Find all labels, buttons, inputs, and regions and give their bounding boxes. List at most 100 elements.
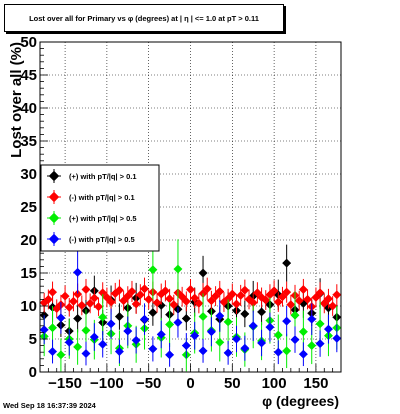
data-point [315, 319, 325, 329]
data-point [273, 297, 283, 307]
y-tick-label: 15 [20, 265, 37, 282]
data-point [277, 292, 288, 302]
data-point [311, 292, 321, 302]
data-point [56, 350, 66, 360]
data-point [173, 264, 183, 274]
data-point [236, 290, 246, 300]
x-axis-label: φ (degrees) [262, 393, 339, 409]
data-point [56, 313, 66, 323]
data-point [106, 319, 116, 329]
data-point [165, 350, 175, 360]
series-4 [39, 251, 342, 367]
data-point [135, 290, 145, 300]
data-point [181, 341, 191, 351]
data-point [89, 332, 99, 342]
data-point [39, 325, 49, 335]
data-point [198, 346, 208, 356]
y-tick-label: 40 [20, 100, 37, 117]
data-point [282, 316, 292, 326]
data-point [303, 294, 313, 304]
x-tick-label: 100 [262, 375, 287, 392]
data-point [114, 285, 124, 295]
data-point [215, 286, 225, 297]
legend-label: (-) with pT/|q| > 0.1 [69, 193, 135, 202]
data-point [282, 346, 292, 356]
data-point [148, 344, 158, 354]
x-tick-label: 50 [224, 375, 241, 392]
data-point [206, 296, 216, 306]
data-point [73, 342, 83, 352]
data-series [39, 239, 342, 372]
legend-marker [48, 191, 60, 203]
y-axis-label: Lost over all (%) [8, 42, 25, 158]
data-point [123, 326, 133, 336]
data-point [148, 265, 158, 275]
data-point [231, 299, 242, 309]
axis-ticks [40, 41, 334, 373]
y-tick-label: 20 [20, 232, 37, 249]
data-point [47, 323, 58, 333]
data-point [102, 292, 112, 302]
data-point [252, 288, 262, 298]
data-point [89, 293, 99, 303]
data-point [144, 294, 154, 304]
data-point [290, 310, 300, 320]
data-point [127, 286, 137, 297]
data-point [294, 296, 304, 306]
data-point [73, 289, 83, 299]
data-point [98, 339, 108, 349]
y-tick-label: 25 [20, 199, 37, 216]
data-point [298, 327, 308, 337]
data-point [231, 334, 242, 344]
x-tick-label: −100 [90, 375, 124, 392]
data-point [211, 291, 221, 301]
data-point [165, 319, 175, 330]
data-point [181, 296, 191, 306]
data-point [319, 298, 329, 308]
y-tick-label: 35 [20, 133, 37, 150]
data-point [60, 291, 70, 301]
data-point [273, 330, 283, 340]
data-point [93, 302, 104, 312]
data-point [202, 284, 212, 294]
data-point [227, 289, 237, 299]
data-point [181, 313, 191, 324]
y-tick-label: 50 [20, 34, 37, 51]
data-point [315, 288, 325, 298]
data-point [198, 312, 208, 322]
data-point [68, 296, 78, 306]
y-tick-label: 30 [20, 166, 37, 183]
x-tick-label: −50 [136, 375, 161, 392]
data-point [248, 321, 258, 331]
data-point [119, 296, 129, 306]
data-point [152, 298, 162, 308]
data-point [257, 338, 267, 348]
data-point [328, 301, 338, 311]
data-point [298, 349, 308, 359]
data-point [332, 290, 342, 300]
timestamp: Wed Sep 18 16:37:39 2024 [3, 401, 96, 410]
data-point [131, 335, 141, 345]
data-point [114, 346, 124, 357]
data-point [81, 325, 91, 335]
data-point [190, 331, 200, 341]
data-point [240, 343, 250, 353]
data-point [148, 308, 158, 318]
data-point [77, 300, 87, 310]
data-point [81, 348, 91, 359]
data-point [173, 317, 183, 328]
data-point [240, 285, 250, 295]
data-point [185, 284, 196, 295]
data-point [169, 300, 179, 310]
x-tick-label: 150 [303, 375, 328, 392]
x-tick-label: 0 [186, 375, 194, 392]
data-point [194, 298, 204, 308]
legend-label: (+) with pT/|q| > 0.1 [69, 172, 137, 181]
x-tick-label: −150 [48, 375, 82, 392]
data-point [156, 329, 166, 339]
data-point [47, 346, 58, 357]
data-point [323, 294, 334, 304]
data-point [240, 309, 250, 319]
data-point [73, 267, 83, 277]
data-point [261, 295, 271, 305]
